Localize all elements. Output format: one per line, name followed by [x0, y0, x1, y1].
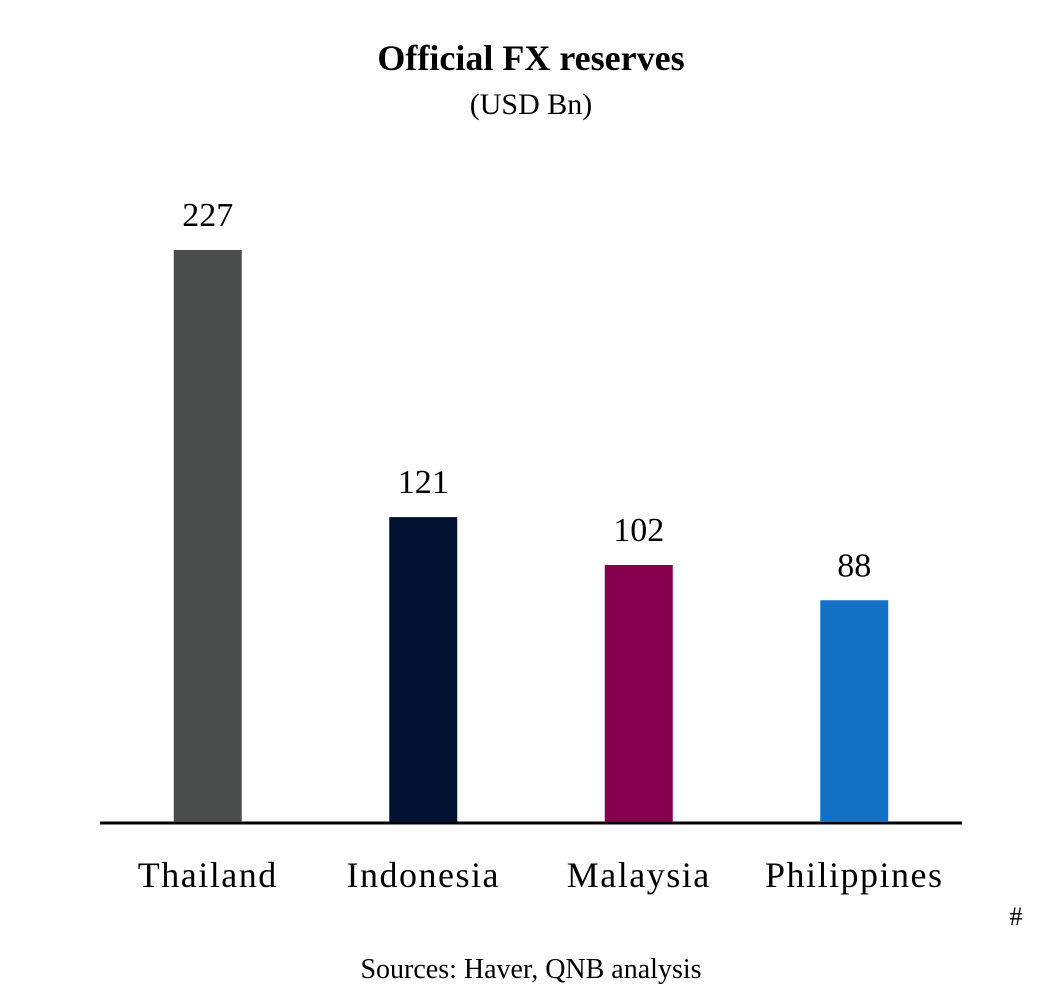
data-label: 88	[837, 547, 871, 584]
data-label: 227	[182, 197, 233, 234]
x-tick-label: Malaysia	[567, 855, 711, 895]
bar	[389, 517, 458, 822]
bar	[820, 600, 889, 822]
x-tick-label: Indonesia	[347, 855, 500, 895]
source-note: Sources: Haver, QNB analysis	[360, 954, 701, 985]
data-label: 102	[613, 512, 664, 549]
x-tick-label: Thailand	[138, 855, 278, 895]
data-label: 121	[398, 464, 449, 501]
bar	[604, 564, 673, 822]
chart-subtitle: (USD Bn)	[470, 88, 593, 121]
footnote-mark: #	[1010, 902, 1023, 931]
bar	[173, 250, 242, 822]
chart-title: Official FX reserves	[377, 38, 684, 78]
x-tick-label: Philippines	[765, 855, 944, 895]
